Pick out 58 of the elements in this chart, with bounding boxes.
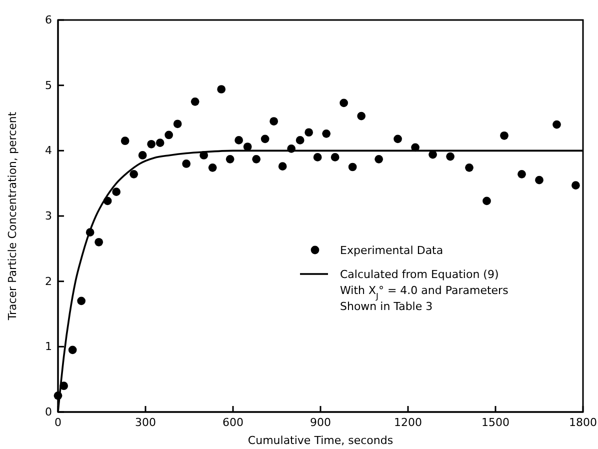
point: [304, 128, 314, 137]
point: [357, 112, 366, 120]
point: [348, 162, 357, 172]
y-tick-label: 3: [45, 210, 52, 223]
x-tick-label: 1200: [394, 416, 422, 429]
x-tick-label: 900: [310, 416, 331, 429]
x-tick-label: 1800: [569, 416, 597, 429]
point: [296, 136, 304, 144]
y-tick-label: 6: [45, 14, 52, 27]
x-tick-label: 600: [222, 416, 244, 429]
point: [330, 153, 340, 162]
y-axis-title: Tracer Particle Concentration, percent: [6, 111, 19, 322]
point: [77, 296, 86, 306]
point: [482, 196, 491, 206]
point: [552, 120, 561, 129]
point: [120, 136, 130, 146]
point: [234, 136, 244, 144]
point: [164, 130, 174, 140]
point: [535, 176, 544, 184]
y-tick-label: 0: [45, 406, 52, 419]
point: [270, 117, 278, 126]
point: [394, 134, 402, 144]
point: [260, 134, 270, 144]
point: [208, 163, 217, 172]
point: [500, 131, 508, 140]
legend-label: Calculated from Equation (9) With X$_{J}$° = 4.0 and Parameters Shown in Table 3: [340, 268, 509, 313]
point: [217, 85, 226, 94]
point: [190, 97, 200, 106]
y-tick-label: 1: [45, 340, 52, 354]
legend-label: Experimental Data: [340, 244, 444, 257]
point: [68, 346, 77, 354]
point: [173, 120, 182, 128]
point: [313, 153, 322, 162]
point: [94, 238, 104, 246]
point: [156, 138, 164, 147]
point: [374, 154, 384, 164]
y-tick-label: 5: [45, 78, 52, 92]
point: [278, 162, 287, 171]
point: [182, 160, 191, 168]
x-axis-title: Cumulative Time, seconds: [248, 434, 394, 447]
point: [572, 181, 580, 190]
point: [112, 188, 121, 196]
x-tick-label: 300: [135, 416, 156, 429]
point: [322, 130, 331, 138]
y-tick-label: 2: [45, 274, 52, 288]
point: [252, 154, 261, 164]
point: [226, 154, 234, 164]
point: [138, 151, 147, 160]
point: [147, 140, 156, 148]
x-tick-label: 1500: [482, 416, 510, 429]
point: [518, 170, 526, 178]
point: [243, 142, 252, 151]
point: [446, 152, 454, 161]
point: [130, 170, 138, 178]
point: [465, 163, 474, 172]
x-tick-label: 0: [54, 416, 62, 429]
point: [340, 98, 348, 108]
y-tick-label: 4: [45, 144, 52, 158]
